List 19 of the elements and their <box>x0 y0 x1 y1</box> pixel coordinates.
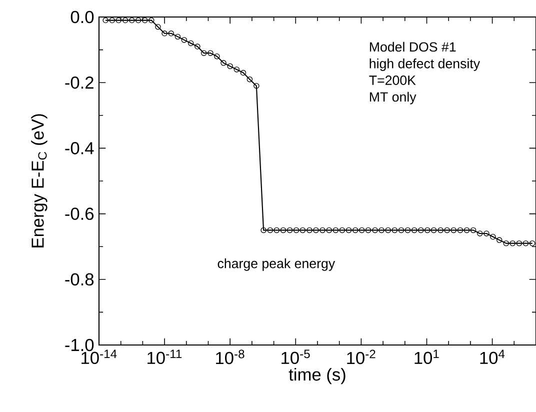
annotation: T=200K <box>369 76 416 85</box>
x-tick-label: 10$^{1}$ <box>414 350 439 364</box>
y-tick-label: -1.0 <box>65 338 94 352</box>
annotation: Model DOS #1 <box>370 42 456 52</box>
y-tick-label: -0.4 <box>65 142 94 154</box>
x-tick-label: 10$^{-8}$ <box>216 350 244 364</box>
x-tick-label: 10$^{4}$ <box>480 350 505 364</box>
y-tick-label: 0.0 <box>70 10 94 24</box>
annotation: charge peak energy <box>218 258 336 271</box>
annotation: MT only <box>370 92 416 104</box>
x-tick-label: 10$^{-5}$ <box>282 350 310 364</box>
x-tick-label: 10$^{-11}$ <box>148 350 182 364</box>
x-tick-label: 10$^{-2}$ <box>347 350 376 364</box>
annotation: high defect density <box>370 58 480 71</box>
y-tick-label: -0.8 <box>65 273 94 286</box>
y-axis-title: Energy E-E$_{C}$ (eV) <box>31 114 48 248</box>
y-tick-label: -0.2 <box>65 76 94 89</box>
x-axis-title: time (s) <box>288 368 346 384</box>
y-tick-label: -0.6 <box>65 208 94 220</box>
